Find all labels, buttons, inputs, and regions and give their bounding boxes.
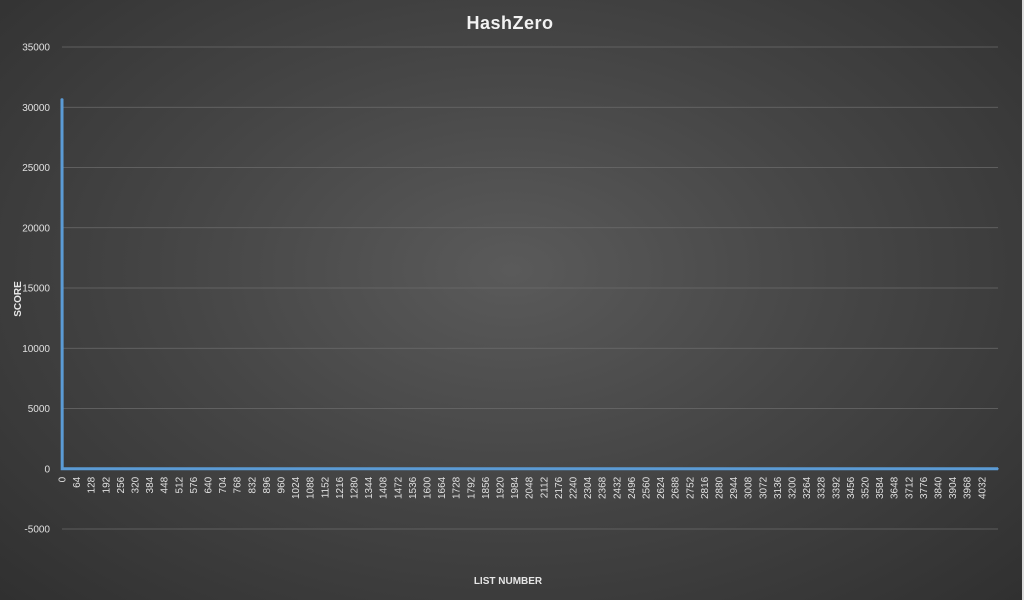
x-tick-label: 0 [58,476,69,482]
x-tick-label: 3584 [875,476,886,499]
x-tick-label: 768 [233,476,244,493]
x-tick-label: 1472 [393,476,404,499]
x-tick-label: 960 [277,476,288,493]
series-point [997,468,999,470]
x-tick-label: 4032 [977,476,988,499]
x-tick-label: 640 [204,476,215,493]
x-tick-label: 2560 [642,476,653,499]
y-tick-label: 20000 [22,223,50,234]
y-tick-label: 10000 [22,344,50,355]
x-tick-label: 2432 [612,476,623,499]
y-tick-label: 25000 [22,163,50,174]
x-tick-label: 3008 [744,476,755,499]
x-tick-label: 1792 [466,476,477,499]
y-tick-label: 15000 [22,284,50,295]
x-tick-label: 512 [174,476,185,493]
x-tick-label: 2752 [685,476,696,499]
x-tick-label: 3648 [890,476,901,499]
x-tick-label: 192 [101,476,112,493]
x-tick-label: 256 [116,476,127,493]
x-tick-label: 2496 [627,476,638,499]
y-axis-tick-labels: 35000 30000 25000 20000 15000 10000 5000 0 -5000 [22,43,50,536]
y-tick-label: 5000 [28,404,51,415]
x-axis-tick-labels: 0 64 128 192 256 320 384 448 512 576 640 704 768 832 8… [58,476,989,499]
x-tick-label: 2368 [598,476,609,499]
x-tick-label: 3840 [934,476,945,499]
x-tick-label: 448 [160,476,171,493]
x-tick-label: 2176 [554,476,565,499]
x-tick-label: 384 [145,476,156,493]
x-tick-label: 832 [247,476,258,493]
gridlines [62,46,998,530]
x-tick-label: 1088 [306,476,317,499]
x-tick-label: 1216 [335,476,346,499]
x-tick-label: 2880 [715,476,726,499]
x-tick-label: 64 [72,476,83,488]
x-tick-label: 1280 [350,476,361,499]
x-tick-label: 320 [131,476,142,493]
x-tick-label: 2112 [539,476,550,498]
x-tick-label: 2304 [583,476,594,499]
y-tick-label: 0 [44,464,50,475]
x-tick-label: 1728 [452,476,463,499]
x-tick-label: 2944 [729,476,740,499]
x-tick-label: 2688 [671,476,682,499]
x-tick-label: 1152 [320,476,331,498]
x-tick-label: 3200 [788,476,799,499]
x-tick-label: 2048 [525,476,536,499]
x-tick-label: 1920 [496,476,507,499]
x-tick-label: 3136 [773,476,784,499]
y-tick-label: -5000 [24,525,50,536]
x-tick-label: 1856 [481,476,492,499]
series-line [60,98,998,471]
y-tick-label: 30000 [22,103,50,114]
x-tick-label: 3264 [802,476,813,499]
y-tick-label: 35000 [22,43,50,54]
x-tick-label: 3712 [904,476,915,499]
x-tick-label: 576 [189,476,200,493]
series-layer [60,98,999,471]
x-tick-label: 3456 [846,476,857,499]
x-tick-label: 3904 [948,476,959,499]
x-tick-label: 1536 [408,476,419,499]
x-tick-label: 3968 [963,476,974,499]
x-tick-label: 1600 [423,476,434,499]
x-axis-title: LIST NUMBER [474,576,543,587]
series-point [61,468,63,470]
x-tick-label: 3328 [817,476,828,499]
x-tick-label: 128 [87,476,98,493]
chart-title: HashZero [466,13,553,33]
x-tick-label: 3520 [861,476,872,499]
x-tick-label: 2816 [700,476,711,499]
x-tick-label: 1984 [510,476,521,499]
x-tick-label: 2624 [656,476,667,499]
x-tick-label: 2240 [569,476,580,499]
x-tick-label: 3776 [919,476,930,499]
x-tick-label: 1024 [291,476,302,499]
x-tick-label: 3072 [758,476,769,499]
x-tick-label: 1344 [364,476,375,499]
series-point [61,98,63,100]
x-tick-label: 1408 [379,476,390,499]
x-tick-label: 3392 [831,476,842,499]
x-tick-label: 896 [262,476,273,493]
x-tick-label: 704 [218,476,229,493]
y-axis-title: SCORE [13,281,24,317]
x-tick-label: 1664 [437,476,448,499]
